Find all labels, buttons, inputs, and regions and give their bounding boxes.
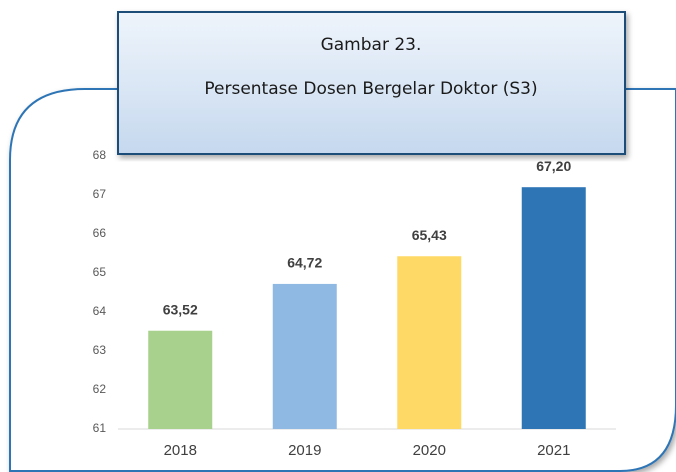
y-tick-label: 61 [93, 421, 107, 435]
bar [272, 283, 337, 429]
y-tick-label: 63 [93, 343, 107, 357]
value-label: 65,43 [412, 227, 447, 243]
y-tick-label: 65 [93, 265, 107, 279]
title-box [117, 11, 626, 155]
value-label: 64,72 [287, 255, 322, 271]
y-tick-label: 68 [93, 148, 107, 162]
y-tick-label: 66 [93, 226, 107, 240]
value-label: 63,52 [163, 301, 198, 317]
y-tick-label: 62 [93, 382, 107, 396]
x-tick-label: 2021 [537, 442, 570, 459]
bar [521, 187, 586, 429]
bar [148, 330, 213, 429]
x-tick-label: 2019 [288, 442, 321, 459]
x-tick-label: 2018 [164, 442, 197, 459]
x-tick-label: 2020 [413, 442, 446, 459]
chart-title: Gambar 23. [321, 35, 422, 55]
bar [397, 256, 462, 429]
y-tick-label: 64 [93, 304, 107, 318]
y-tick-label: 67 [93, 187, 107, 201]
chart-subtitle: Persentase Dosen Bergelar Doktor (S3) [204, 79, 537, 99]
value-label: 67,20 [536, 158, 571, 174]
